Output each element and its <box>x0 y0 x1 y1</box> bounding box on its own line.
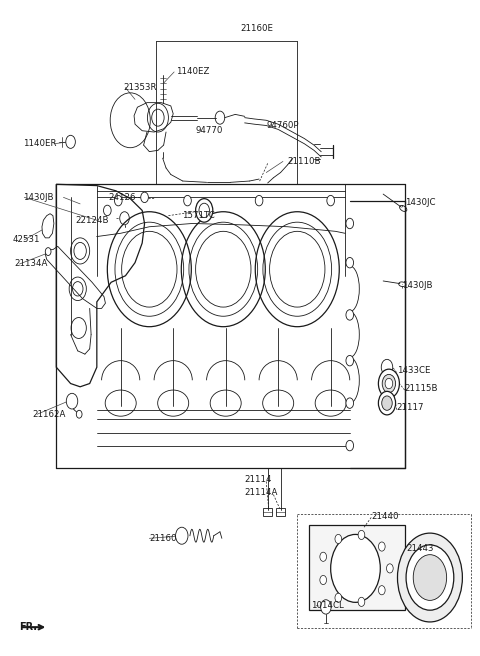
Circle shape <box>320 552 326 562</box>
Text: 42531: 42531 <box>12 236 40 244</box>
Circle shape <box>176 527 188 544</box>
Circle shape <box>327 195 335 206</box>
Circle shape <box>141 192 148 203</box>
Circle shape <box>196 199 213 222</box>
Text: 21115B: 21115B <box>405 384 438 392</box>
Circle shape <box>386 564 393 573</box>
Text: 21114A: 21114A <box>245 488 278 497</box>
Text: 21353R: 21353R <box>123 83 156 92</box>
Circle shape <box>358 530 365 539</box>
Circle shape <box>346 356 354 366</box>
Text: 1571TC: 1571TC <box>182 211 215 220</box>
Circle shape <box>331 535 380 602</box>
Circle shape <box>199 203 209 218</box>
Text: 21440: 21440 <box>371 512 399 521</box>
Circle shape <box>255 195 263 206</box>
Circle shape <box>66 394 78 409</box>
Bar <box>263 508 273 516</box>
Circle shape <box>406 545 454 610</box>
Circle shape <box>346 310 354 320</box>
Circle shape <box>45 248 51 255</box>
Circle shape <box>66 135 75 148</box>
Circle shape <box>335 593 342 602</box>
Text: 1140EZ: 1140EZ <box>176 68 209 77</box>
Text: 94760P: 94760P <box>266 121 299 130</box>
Circle shape <box>413 555 446 600</box>
Text: 21162A: 21162A <box>33 410 66 419</box>
Text: 21114: 21114 <box>245 475 272 484</box>
Circle shape <box>381 359 393 375</box>
Ellipse shape <box>399 205 407 211</box>
Circle shape <box>120 212 129 225</box>
Circle shape <box>320 575 326 584</box>
Circle shape <box>358 597 365 606</box>
Text: 21117: 21117 <box>396 403 424 412</box>
Circle shape <box>335 535 342 544</box>
Text: 1430JB: 1430JB <box>23 193 53 202</box>
Circle shape <box>115 195 122 206</box>
Circle shape <box>397 533 462 622</box>
Circle shape <box>346 218 354 229</box>
Text: 1430JC: 1430JC <box>405 198 435 207</box>
Text: FR.: FR. <box>20 622 37 632</box>
Circle shape <box>385 379 393 389</box>
Text: 21160E: 21160E <box>240 24 273 33</box>
Text: 94770: 94770 <box>195 126 223 135</box>
Text: 21110B: 21110B <box>288 157 321 166</box>
Text: 1430JB: 1430JB <box>402 281 433 290</box>
Text: 1140ER: 1140ER <box>23 139 56 148</box>
Circle shape <box>346 398 354 408</box>
Text: 22124B: 22124B <box>75 216 109 225</box>
Text: 24126: 24126 <box>109 193 136 202</box>
Ellipse shape <box>399 282 406 287</box>
Bar <box>309 525 405 610</box>
Circle shape <box>104 205 111 216</box>
Circle shape <box>378 542 385 551</box>
Circle shape <box>382 396 392 410</box>
Text: 1433CE: 1433CE <box>396 366 430 375</box>
Circle shape <box>378 369 399 398</box>
Circle shape <box>346 257 354 268</box>
Circle shape <box>76 410 82 418</box>
Bar <box>276 508 285 516</box>
Text: 21134A: 21134A <box>15 260 48 268</box>
Circle shape <box>321 600 331 614</box>
Circle shape <box>378 392 396 415</box>
Circle shape <box>346 440 354 451</box>
Circle shape <box>378 586 385 595</box>
Text: 21443: 21443 <box>406 544 433 553</box>
Text: 1014CL: 1014CL <box>311 601 343 610</box>
Circle shape <box>184 195 192 206</box>
Text: 21160: 21160 <box>149 534 177 543</box>
Circle shape <box>382 375 396 393</box>
